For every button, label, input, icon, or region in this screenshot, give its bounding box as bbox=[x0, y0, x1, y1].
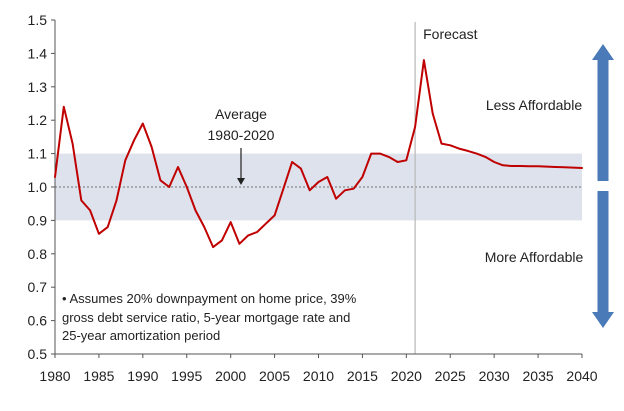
band-layer bbox=[55, 153, 582, 221]
footnote-line-3: 25-year amortization period bbox=[62, 328, 220, 343]
x-tick-label: 1995 bbox=[171, 368, 202, 384]
series-layer bbox=[54, 59, 583, 249]
x-tick-label: 2015 bbox=[347, 368, 378, 384]
footnote-line-2: gross debt service ratio, 5-year mortgag… bbox=[62, 310, 350, 325]
series-line bbox=[54, 59, 583, 249]
affordability-band bbox=[55, 153, 582, 221]
x-tick-label: 1990 bbox=[127, 368, 158, 384]
x-tick-label: 2005 bbox=[259, 368, 290, 384]
x-tick-label: 2000 bbox=[215, 368, 246, 384]
y-tick-label: 1.0 bbox=[28, 179, 48, 195]
annotation-layer: Forecast Average 1980-2020 Less Affordab… bbox=[62, 26, 583, 343]
y-tick-label: 0.6 bbox=[28, 313, 48, 329]
average-pointer-head bbox=[237, 178, 245, 185]
x-tick-label: 2030 bbox=[479, 368, 510, 384]
x-tick-label: 2010 bbox=[303, 368, 334, 384]
more-affordable-label: More Affordable bbox=[485, 249, 584, 265]
y-tick-label: 0.5 bbox=[28, 346, 48, 362]
y-tick-label: 1.1 bbox=[28, 146, 48, 162]
x-tick-label: 2025 bbox=[435, 368, 466, 384]
y-tick-label: 1.3 bbox=[28, 79, 48, 95]
less-affordable-label: Less Affordable bbox=[486, 97, 582, 113]
x-tick-label: 1980 bbox=[39, 368, 70, 384]
average-label-line-2: 1980-2020 bbox=[208, 127, 275, 143]
affordability-arrows bbox=[592, 44, 614, 328]
axis-layer: 0.5 0.6 0.7 0.8 0.9 1.0 1.1 1.2 1.3 1.4 1.5 1980 198… bbox=[28, 12, 598, 384]
x-tick-label: 1985 bbox=[83, 368, 114, 384]
y-tick-label: 1.4 bbox=[28, 45, 48, 61]
y-tick-label: 0.7 bbox=[28, 279, 48, 295]
more-affordable-arrow bbox=[592, 191, 614, 328]
average-label-line-1: Average bbox=[215, 106, 267, 122]
y-tick-label: 1.5 bbox=[28, 12, 48, 28]
guide-layer bbox=[55, 22, 582, 354]
y-tick-label: 1.2 bbox=[28, 112, 48, 128]
y-tick-label: 0.9 bbox=[28, 212, 48, 228]
less-affordable-arrow bbox=[592, 44, 614, 181]
x-tick-label: 2020 bbox=[391, 368, 422, 384]
x-tick-label: 2040 bbox=[566, 368, 597, 384]
footnote-line-1: • Assumes 20% downpayment on home price,… bbox=[62, 291, 357, 306]
forecast-label: Forecast bbox=[423, 26, 478, 42]
x-tick-label: 2035 bbox=[523, 368, 554, 384]
y-tick-label: 0.8 bbox=[28, 246, 48, 262]
